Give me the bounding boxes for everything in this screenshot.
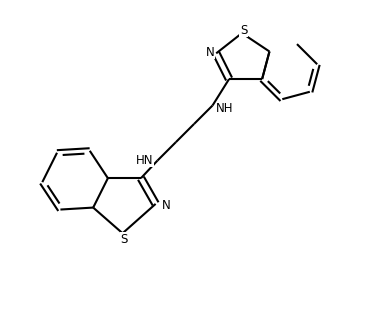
Text: N: N	[162, 199, 171, 212]
Text: N: N	[206, 46, 214, 59]
Text: HN: HN	[135, 154, 153, 167]
Text: NH: NH	[216, 102, 234, 115]
Text: S: S	[121, 233, 128, 246]
Text: S: S	[240, 24, 248, 37]
